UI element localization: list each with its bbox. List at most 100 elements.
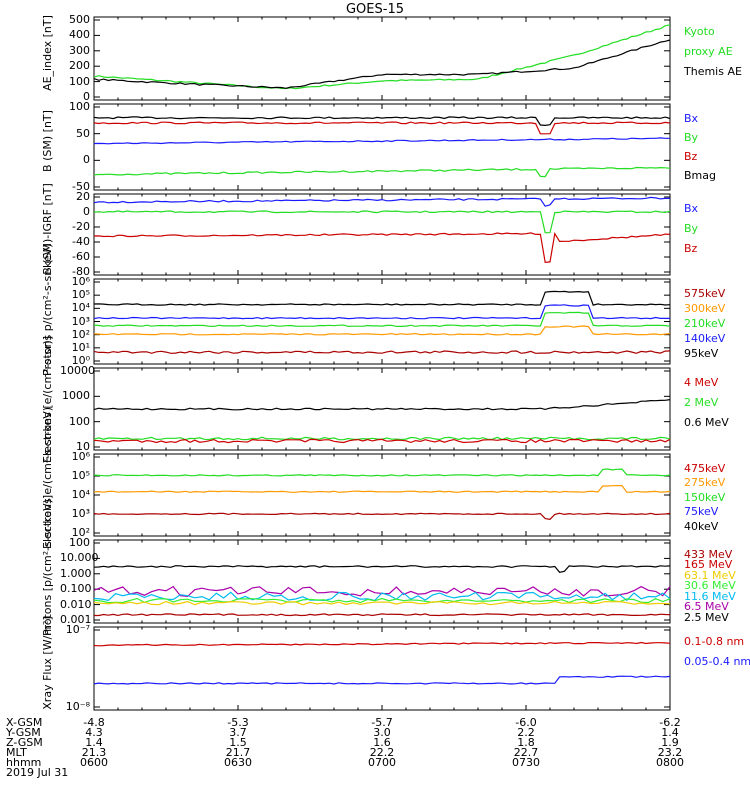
legend-entry: 210keV [684,317,726,330]
y-tick-label: 100 [69,536,90,549]
ephemeris-value: 0730 [512,756,540,769]
panel-frame-electrons2 [93,453,671,537]
legend-entry: 275keV [684,476,726,490]
y-tick-label: 0 [83,153,90,167]
y-tick-label: 0.001 [60,613,92,626]
series-line [93,39,671,89]
y-tick-label: 0.010 [60,597,92,611]
y-tick-label: -40 [72,235,90,248]
legend-entry: 75keV [684,505,719,519]
legend-entry: Bz [684,150,698,163]
ephemeris-value: 21.3 [81,746,107,759]
series-line [93,116,671,127]
legend-entry: Bz [684,242,698,255]
series-line [93,641,671,647]
ephemeris-label: X-GSM [6,716,43,729]
ephemeris-value: 2.2 [517,726,535,739]
y-tick-label: 20 [76,190,90,203]
legend-entry: By [684,222,699,235]
legend-entry: Bx [684,202,699,215]
legend-entry: 30.6 MeV [684,579,736,593]
ephemeris-label: MLT [6,746,27,759]
series-line [93,24,671,90]
ephemeris-value: -5.7 [371,716,393,729]
ephemeris-value: -6.2 [659,716,681,729]
legend-entry: 0.1-0.8 nm [684,635,745,648]
ephemeris-value: 21.7 [225,746,251,759]
series-line [93,325,671,336]
series-line [93,350,671,354]
ephemeris-value: 1.4 [85,736,103,749]
y-tick-label: 10² [71,526,90,539]
y-tick-label: 10⁵ [71,288,90,302]
legend-entry: 165 MeV [684,558,733,572]
ephemeris-value: 0700 [368,756,396,769]
series-line [93,597,671,604]
y-tick-label: 100 [69,100,90,113]
ephemeris-value: 0800 [656,756,684,769]
series-line [93,438,671,444]
y-tick-label: 0 [83,90,90,103]
y-tick-label: 1000 [62,389,90,403]
legend-entry: 6.5 MeV [684,600,729,614]
ephemeris-value: 22.7 [513,746,539,759]
series-line [93,166,671,178]
legend-entry: 11.6 MeV [684,589,736,603]
y-tick-label: 10.000 [60,551,99,565]
series-line [93,485,671,493]
series-line [93,311,671,328]
series-line [93,512,671,520]
y-tick-label: -20 [72,220,90,233]
y-tick-label: 0 [83,205,90,218]
y-tick-label: 10⁵ [71,469,90,482]
series-line [93,675,671,685]
ephemeris-value: 3.7 [229,726,247,739]
legend-entry: Kyoto [684,25,715,38]
legend-entry: 475keV [684,462,726,475]
y-tick-label: 10⁻⁷ [65,623,90,636]
ephemeris-value: 1.6 [373,736,391,749]
ephemeris-value: -5.3 [227,716,249,729]
ephemeris-value: 1.9 [661,736,679,749]
y-tick-label: 400 [69,28,90,42]
ephemeris-value: -4.8 [83,716,105,729]
series-line [93,565,671,573]
y-tick-label: 1.000 [60,566,92,580]
series-line [93,468,671,477]
y-tick-label: 50 [76,126,90,140]
y-tick-label: 200 [69,59,90,73]
panel-frame-xray [93,626,671,711]
legend-entry: 63.1 MeV [684,568,736,582]
panel-frame-ae [93,16,671,101]
legend-entry: 150keV [684,490,726,504]
legend-entry: 433 MeV [684,548,733,561]
series-line [93,290,671,306]
series-line [93,399,671,411]
ephemeris-value: 0600 [80,756,108,769]
y-tick-label: 10³ [71,507,90,520]
panel-frame-protons2 [93,539,671,624]
y-tick-label: -60 [72,250,90,263]
legend-entry: 2 MeV [684,396,719,409]
legend-entry: proxy AE [684,45,733,58]
legend-entry: Bx [684,112,699,125]
legend-entry: 140keV [684,332,726,345]
legend-entry: 575keV [684,287,726,300]
ephemeris-value: 3.0 [373,726,391,739]
legend-entry: 0.6 MeV [684,416,729,429]
legend-entry: Bmag [684,169,716,182]
ephemeris-label: 2019 Jul 31 [6,766,69,779]
y-tick-label: 500 [69,13,90,26]
series-line [93,591,671,602]
y-tick-label: 0.100 [60,582,92,596]
y-tick-label: 10⁴ [71,488,90,501]
ephemeris-value: 1.5 [229,736,247,749]
legend-entry: 40keV [684,519,719,533]
y-tick-label: 10⁻⁸ [65,700,90,713]
legend-entry: 2.5 MeV [684,610,729,624]
ephemeris-label: Z-GSM [6,736,43,749]
series-line [93,600,671,606]
legend-entry: 95keV [684,347,719,360]
ephemeris-label: Y-GSM [6,726,41,739]
y-tick-label: 10⁴ [71,301,90,315]
